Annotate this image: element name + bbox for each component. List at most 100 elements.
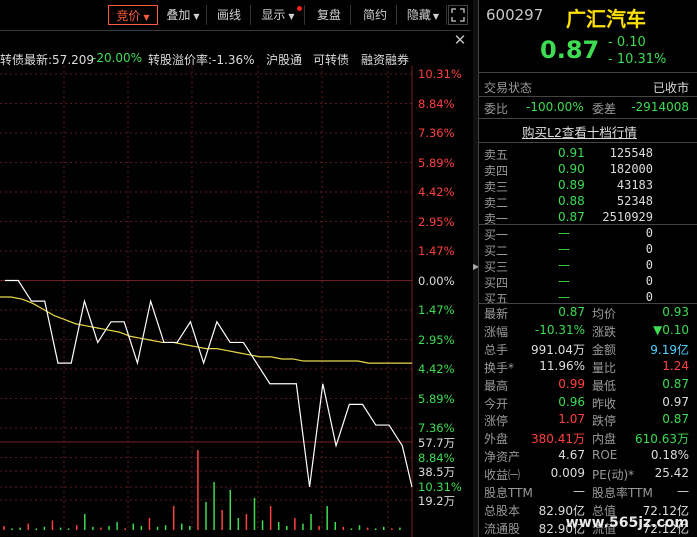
weibi-row: 委比 -100.00% 委差 -2914008 — [478, 99, 697, 117]
price-axis-label: 2.95% — [418, 214, 455, 229]
price-axis-label: 8.84% — [418, 450, 455, 465]
status-value: 已收市 — [652, 81, 689, 95]
ask-price: 0.89 — [558, 178, 585, 192]
ask-price: 0.90 — [558, 162, 585, 176]
price-change-pct: - 10.31% — [608, 52, 667, 67]
stat-row: 涨幅 -10.31% 涨跌 ▼0.10 — [478, 322, 697, 340]
ask-label: 卖五 — [484, 148, 509, 162]
bid-volume: 0 — [645, 242, 653, 256]
stat-value: 0.99 — [558, 376, 585, 391]
ask-price: 0.91 — [558, 146, 585, 160]
margin-link[interactable]: 融资融券 — [361, 53, 410, 67]
ask-volume: 52348 — [616, 194, 653, 208]
stat-value: 0.97 — [662, 394, 689, 409]
ask-volume: 43183 — [616, 178, 653, 192]
price-axis-label: 4.42% — [418, 185, 455, 199]
chart-toolbar: 竞价 ▼ 叠加 ▼ 画线 显示 ▼ 复盘 简约 隐藏 ▼ — [0, 0, 470, 30]
intraday-chart[interactable]: 10.31% 8.84% 7.36% 5.89% 4.42% 2.95% 1.47% 0.00… — [0, 66, 470, 537]
bid-book: 买一 — 0 买二 — 0 买三 — 0 买四 — 0 买五 — 0 — [478, 225, 697, 306]
stat-value: 72.12亿 — [642, 503, 689, 518]
ask-row[interactable]: 卖四 0.90 182000 — [478, 161, 697, 178]
close-icon[interactable]: ✕ — [453, 31, 467, 49]
stat-row: 外盘 380.41万 内盘 610.63万 — [478, 429, 697, 447]
ask-volume: 125548 — [609, 146, 653, 160]
replay-button[interactable]: 复盘 — [308, 5, 351, 25]
fullscreen-button[interactable] — [448, 5, 468, 25]
stat-value: 72.12亿 — [642, 521, 689, 536]
bid-row[interactable]: 买二 — 0 — [478, 241, 697, 258]
price-axis-label: 7.36% — [418, 421, 455, 435]
quote-panel: 600297 广汇汽车 0.87 - 0.10 - 10.31% 交易状态 已收… — [478, 0, 697, 537]
l2-purchase-link[interactable]: 购买L2查看十档行情 — [522, 125, 637, 140]
price-line — [5, 279, 413, 488]
draw-line-button[interactable]: 画线 — [208, 5, 251, 25]
stat-value: 0.96 — [558, 394, 585, 409]
stat-label: 涨幅 — [484, 324, 509, 339]
ask-row[interactable]: 卖三 0.89 43183 — [478, 177, 697, 194]
bid-volume: 0 — [645, 274, 653, 288]
bid-row[interactable]: 买三 — 0 — [478, 257, 697, 274]
stat-label: 股息TTM — [484, 486, 533, 500]
stat-row: 净资产 4.67 ROE 0.18% — [478, 447, 697, 465]
weicha-value: -2914008 — [631, 100, 689, 114]
hide-label: 隐藏 — [406, 8, 431, 22]
stat-value: 11.96% — [539, 358, 585, 373]
bid-volume: 0 — [645, 290, 653, 304]
stat-label: 总手 — [484, 342, 509, 357]
ask-row[interactable]: 卖二 0.88 52348 — [478, 193, 697, 210]
stat-value: 25.42 — [654, 466, 689, 481]
bid-row[interactable]: 买四 — 0 — [478, 273, 697, 290]
ask-label: 卖一 — [484, 212, 509, 226]
stat-value: -10.31% — [534, 322, 585, 337]
stat-value: 610.63万 — [635, 432, 689, 447]
stat-label: 昨收 — [592, 396, 617, 411]
display-label: 显示 — [261, 8, 286, 22]
ask-label: 卖四 — [484, 164, 509, 178]
stat-value: ▼0.10 — [653, 322, 689, 337]
stat-row: 流通股 82.90亿 流值 72.12亿 — [478, 519, 697, 537]
stat-label: 涨跌 — [592, 324, 617, 339]
stat-value: 0.87 — [662, 412, 689, 427]
stat-value: 1.24 — [662, 358, 689, 373]
stat-value: 9.19亿 — [650, 342, 689, 357]
volume-axis-label: 19.2万 — [418, 494, 456, 508]
collapse-arrow-icon[interactable]: ▶ — [473, 262, 480, 271]
hgt-link[interactable]: 沪股通 — [266, 53, 303, 67]
stat-value: 1.07 — [558, 412, 585, 427]
simple-button[interactable]: 简约 — [354, 5, 397, 25]
bid-label: 买三 — [484, 260, 509, 274]
hide-button[interactable]: 隐藏 ▼ — [400, 5, 447, 25]
price-axis-label: 5.89% — [418, 155, 455, 170]
stat-label: 换手* — [484, 360, 515, 375]
convertible-link[interactable]: 可转债 — [313, 53, 350, 67]
last-price: 0.87 — [540, 36, 600, 64]
stat-value: 0.009 — [550, 466, 585, 481]
stat-value: 0.87 — [558, 305, 585, 319]
stock-name: 广汇汽车 — [566, 7, 646, 31]
bid-row[interactable]: 买五 — 0 — [478, 289, 697, 306]
price-change: - 0.10 — [608, 35, 646, 50]
panel-splitter[interactable]: ▶ — [473, 0, 480, 537]
ask-book: 卖五 0.91 125548 卖四 0.90 182000 卖三 0.89 43183 卖二 0.8… — [478, 145, 697, 226]
stat-value: 991.04万 — [531, 342, 585, 357]
price-axis-label: 10.31% — [418, 480, 462, 494]
chevron-down-icon: ▼ — [143, 13, 150, 22]
bid-row[interactable]: 买一 — 0 — [478, 225, 697, 242]
bidding-button[interactable]: 竞价 ▼ — [108, 5, 158, 25]
trade-status-row: 交易状态 已收市 — [478, 78, 697, 96]
watermark: www.565jz.com — [565, 515, 689, 531]
overlay-button[interactable]: 叠加 ▼ — [160, 5, 207, 25]
display-button[interactable]: 显示 ▼ — [252, 5, 305, 25]
stat-label: PE(动)* — [592, 468, 635, 483]
bid-label: 买一 — [484, 228, 509, 242]
volume-axis-label: 38.5万 — [418, 465, 456, 479]
price-axis-label: 10.31% — [418, 67, 462, 81]
stat-label: 涨停 — [484, 414, 509, 429]
stat-label: 外盘 — [484, 432, 509, 447]
bid-label: 买四 — [484, 276, 509, 290]
ask-row[interactable]: 卖五 0.91 125548 — [478, 145, 697, 162]
ask-row[interactable]: 卖一 0.87 2510929 — [478, 209, 697, 226]
ask-price: 0.87 — [558, 210, 585, 224]
divider — [478, 96, 697, 97]
price-axis-label: 7.36% — [418, 126, 455, 140]
